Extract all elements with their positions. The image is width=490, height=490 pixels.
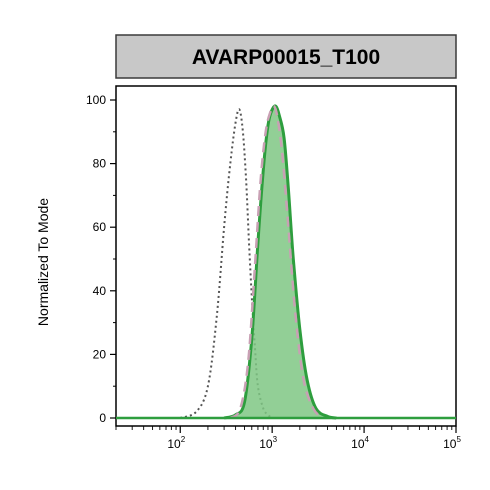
series-1-line — [229, 104, 324, 420]
y-tick-label-80: 80 — [93, 157, 107, 171]
y-axis: 0 20 40 60 80 100 — [86, 93, 116, 425]
y-tick-label-100: 100 — [86, 93, 106, 107]
x-tick-label-5: 105 — [443, 435, 461, 451]
series-layer — [116, 104, 456, 420]
plot-frame — [115, 85, 457, 427]
y-tick-label-40: 40 — [93, 284, 107, 298]
y-tick-label-60: 60 — [93, 220, 107, 234]
title-box — [115, 34, 457, 79]
x-tick-label-2: 102 — [167, 435, 185, 451]
x-tick-label-3: 103 — [259, 435, 277, 451]
series-2-line — [223, 104, 337, 420]
series-2-area — [224, 105, 337, 419]
x-tick-label-4: 104 — [351, 435, 369, 451]
series-0-line — [179, 108, 273, 419]
y-tick-label-0: 0 — [99, 411, 106, 425]
chart-title: AVARP00015_T100 — [192, 46, 380, 69]
y-tick-label-20: 20 — [93, 347, 107, 361]
x-axis: 102 103 104 105 — [115, 426, 461, 451]
y-axis-label: Normalized To Mode — [35, 198, 51, 326]
